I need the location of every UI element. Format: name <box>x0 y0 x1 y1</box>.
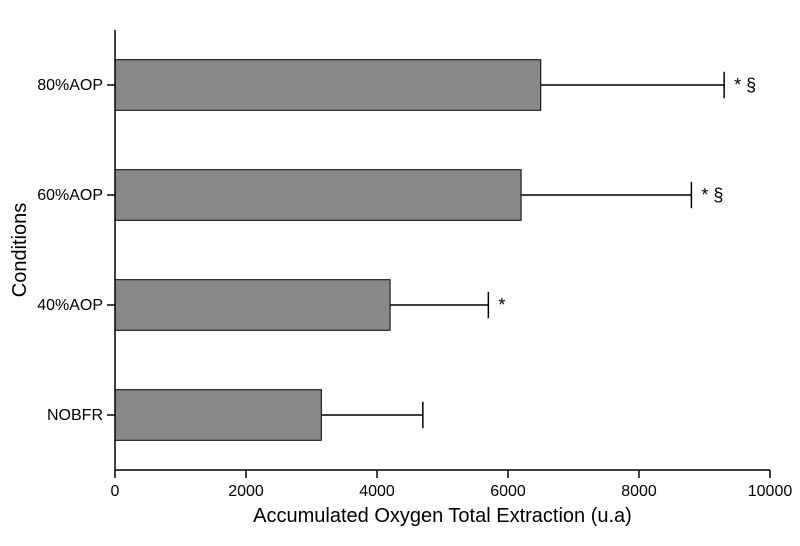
y-tick-label: NOBFR <box>47 407 103 424</box>
bar-NOBFR <box>115 390 321 441</box>
y-axis-title: Conditions <box>9 203 31 298</box>
bar-60%AOP <box>115 170 521 221</box>
y-tick-label: 60%AOP <box>37 187 103 204</box>
x-tick-label: 6000 <box>490 483 526 500</box>
bar-80%AOP <box>115 60 541 111</box>
x-tick-label: 8000 <box>621 483 657 500</box>
x-tick-label: 2000 <box>228 483 264 500</box>
x-tick-label: 0 <box>111 483 120 500</box>
sig-marker-80%AOP: * § <box>734 75 756 95</box>
sig-marker-40%AOP: * <box>498 295 505 315</box>
oxygen-extraction-chart: * § * § * 0 2000 4000 6000 8000 10000 80%AOP 60%AO… <box>0 0 800 546</box>
sig-marker-60%AOP: * § <box>701 185 723 205</box>
x-axis-title: Accumulated Oxygen Total Extraction (u.a… <box>253 505 632 527</box>
y-tick-label: 80%AOP <box>37 77 103 94</box>
bar-40%AOP <box>115 280 390 331</box>
y-tick-label: 40%AOP <box>37 297 103 314</box>
x-tick-label: 10000 <box>748 483 793 500</box>
x-tick-label: 4000 <box>359 483 395 500</box>
